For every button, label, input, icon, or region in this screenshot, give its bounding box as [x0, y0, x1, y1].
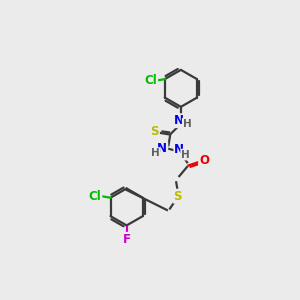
Text: S: S: [150, 125, 159, 138]
Text: Cl: Cl: [88, 190, 101, 203]
Text: Cl: Cl: [144, 74, 157, 87]
Text: S: S: [173, 190, 182, 203]
Text: O: O: [199, 154, 209, 167]
Text: H: H: [181, 150, 190, 160]
Text: H: H: [183, 119, 191, 129]
Text: N: N: [174, 143, 184, 157]
Text: H: H: [151, 148, 160, 158]
Text: N: N: [174, 114, 184, 127]
Text: F: F: [123, 233, 130, 246]
Text: N: N: [157, 142, 167, 155]
